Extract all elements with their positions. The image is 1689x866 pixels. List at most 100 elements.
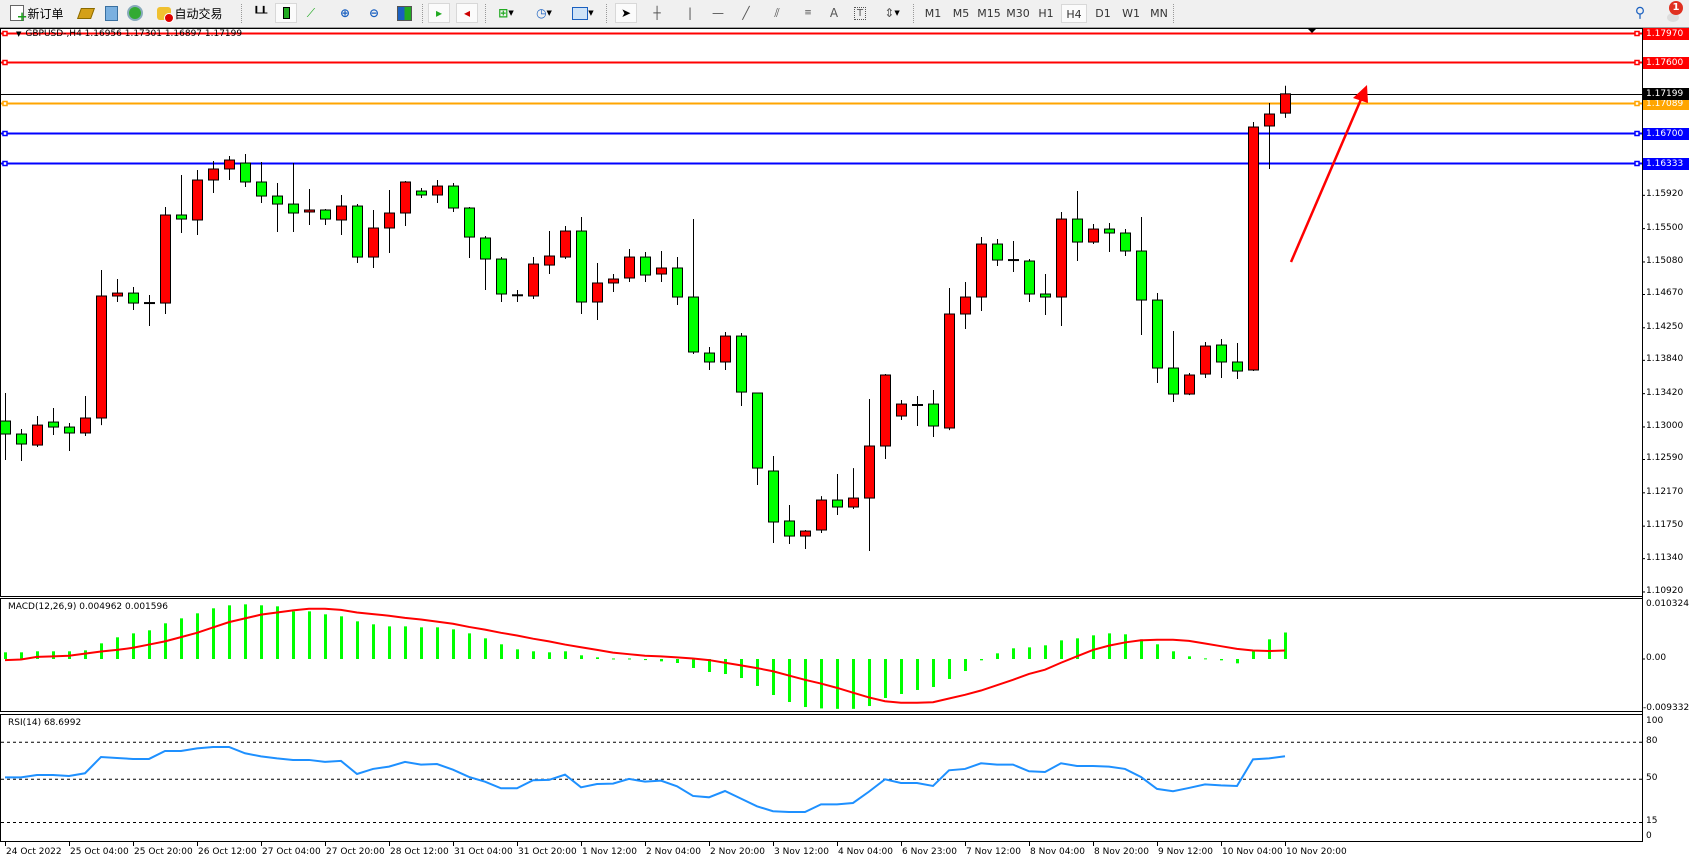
chart-symbol-header: ▼ GBPUSD-,H4 1.16956 1.17301 1.16897 1.17… [16, 29, 242, 39]
macd-histogram-bar [900, 659, 903, 694]
horizontal-line-button[interactable]: — [708, 3, 728, 23]
macd-histogram-bar [580, 655, 583, 659]
level-handle-left [2, 30, 8, 37]
macd-histogram-bar [1284, 632, 1287, 659]
new-chart-icon: ⊞ [498, 6, 509, 20]
price-axis-label: 1.12590 [1646, 453, 1684, 464]
candle-body [1216, 344, 1227, 363]
periods-button[interactable]: ◷ ▼ [536, 6, 552, 20]
rsi-axis-label: 0 [1646, 831, 1652, 841]
auto-trading-button[interactable]: 自动交易 [150, 3, 230, 23]
tile-windows-icon [396, 5, 412, 21]
arrows-button[interactable]: ⇕ ▼ [884, 6, 900, 20]
equidistant-channel-button[interactable]: ⫽ [766, 3, 788, 23]
toolbar-separator [241, 4, 243, 23]
level-price-label: 1.17600 [1643, 56, 1689, 69]
timeframe-mn-button[interactable]: MN [1150, 7, 1168, 20]
collapse-triangle-icon[interactable]: ▼ [16, 30, 22, 38]
bar-chart-icon: ┖┸ [252, 6, 268, 20]
time-axis-label: 10 Nov 04:00 [1222, 847, 1283, 857]
macd-histogram-bar [612, 658, 615, 660]
macd-histogram-bar [852, 659, 855, 709]
timeframe-m15-button[interactable]: M15 [977, 7, 1001, 20]
bar-chart-button[interactable]: ┖┸ [250, 3, 270, 23]
timeframe-d1-button[interactable]: D1 [1095, 7, 1111, 20]
signals-button[interactable] [125, 3, 145, 23]
candle-body [864, 445, 875, 499]
indicators-icon [572, 6, 589, 20]
candle [1152, 293, 1163, 384]
candle [800, 530, 811, 550]
macd-histogram-bar [676, 659, 679, 664]
toolbar-separator [485, 4, 487, 23]
level-handle-left [2, 59, 8, 66]
chart-shift-button[interactable]: ◂ [456, 3, 478, 23]
macd-histogram-bar [532, 651, 535, 659]
macd-histogram-bar [1252, 651, 1255, 659]
timeframe-h4-button[interactable]: H4 [1061, 4, 1087, 23]
candle [80, 396, 91, 437]
rsi-line [5, 745, 1286, 813]
zoom-out-button[interactable]: ⊖ [363, 3, 385, 23]
macd-histogram-bar [548, 652, 551, 659]
chart-shift-icon: ◂ [463, 6, 471, 20]
candle [896, 399, 907, 420]
indicators-button[interactable]: ▼ [568, 3, 598, 23]
price-axis-label: 1.15500 [1646, 222, 1684, 233]
level-handle-right [1634, 59, 1640, 66]
candle-body [48, 421, 59, 428]
level-price-label: 1.17089 [1643, 97, 1689, 110]
macd-signal-line [4, 607, 1286, 704]
rsi-axis-label: 15 [1646, 816, 1658, 827]
equidistant-channel-icon: ⫽ [774, 5, 780, 20]
timeframe-m30-button[interactable]: M30 [1006, 7, 1030, 20]
zoom-in-button[interactable]: ⊕ [334, 3, 356, 23]
fibonacci-button[interactable]: ≡ [797, 3, 819, 23]
rsi-axis-label: 50 [1646, 773, 1658, 784]
macd-histogram-bar [804, 659, 807, 708]
crosshair-button[interactable]: ┼ [646, 3, 668, 23]
macd-histogram-bar [1044, 645, 1047, 659]
candle [208, 161, 219, 194]
text-button[interactable]: A [824, 3, 844, 23]
candle-body [752, 392, 763, 469]
macd-histogram-bar [372, 624, 375, 659]
timeframe-m1-button[interactable]: M1 [924, 7, 942, 20]
candle [864, 399, 875, 552]
macd-histogram-bar [52, 651, 55, 659]
auto-scroll-button[interactable]: ▸ [428, 3, 450, 23]
trend-line-button[interactable]: ╱ [736, 3, 756, 23]
candle-body [240, 162, 251, 183]
macd-histogram-bar [516, 649, 519, 659]
candle [880, 374, 891, 460]
candle-body [1088, 228, 1099, 243]
tile-windows-button[interactable] [393, 3, 415, 23]
text-label-button[interactable]: T [850, 3, 870, 23]
timeframe-h1-button[interactable]: H1 [1038, 7, 1054, 20]
candle [1232, 343, 1243, 380]
line-chart-button[interactable]: ⟋ [301, 3, 321, 23]
time-axis-label: 25 Oct 04:00 [70, 847, 129, 857]
search-button[interactable]: ⚲ [1630, 3, 1650, 23]
candle-body [800, 530, 811, 537]
timeframe-w1-button[interactable]: W1 [1122, 7, 1140, 20]
data-window-button[interactable] [101, 3, 121, 23]
level-price-label: 1.16333 [1643, 157, 1689, 170]
candle-body [672, 267, 683, 298]
text-icon: A [829, 6, 839, 20]
macd-label: MACD(12,26,9) 0.004962 0.001596 [8, 602, 168, 612]
vertical-line-button[interactable]: | [680, 3, 700, 23]
macd-histogram-bar [1012, 648, 1015, 659]
crosshair-icon: ┼ [653, 6, 661, 20]
candle [112, 279, 123, 303]
new-chart-button[interactable]: ⊞ ▼ [498, 6, 514, 20]
notifications-button[interactable]: 1 [1660, 1, 1686, 23]
candle [1280, 85, 1291, 118]
time-axis-label: 31 Oct 04:00 [454, 847, 513, 857]
level-price-label: 1.16700 [1643, 127, 1689, 140]
new-order-button[interactable]: + 新订单 [6, 3, 68, 24]
timeframe-m5-button[interactable]: M5 [952, 7, 970, 20]
cursor-button[interactable]: ➤ [615, 3, 637, 23]
candlestick-button[interactable] [275, 3, 297, 23]
